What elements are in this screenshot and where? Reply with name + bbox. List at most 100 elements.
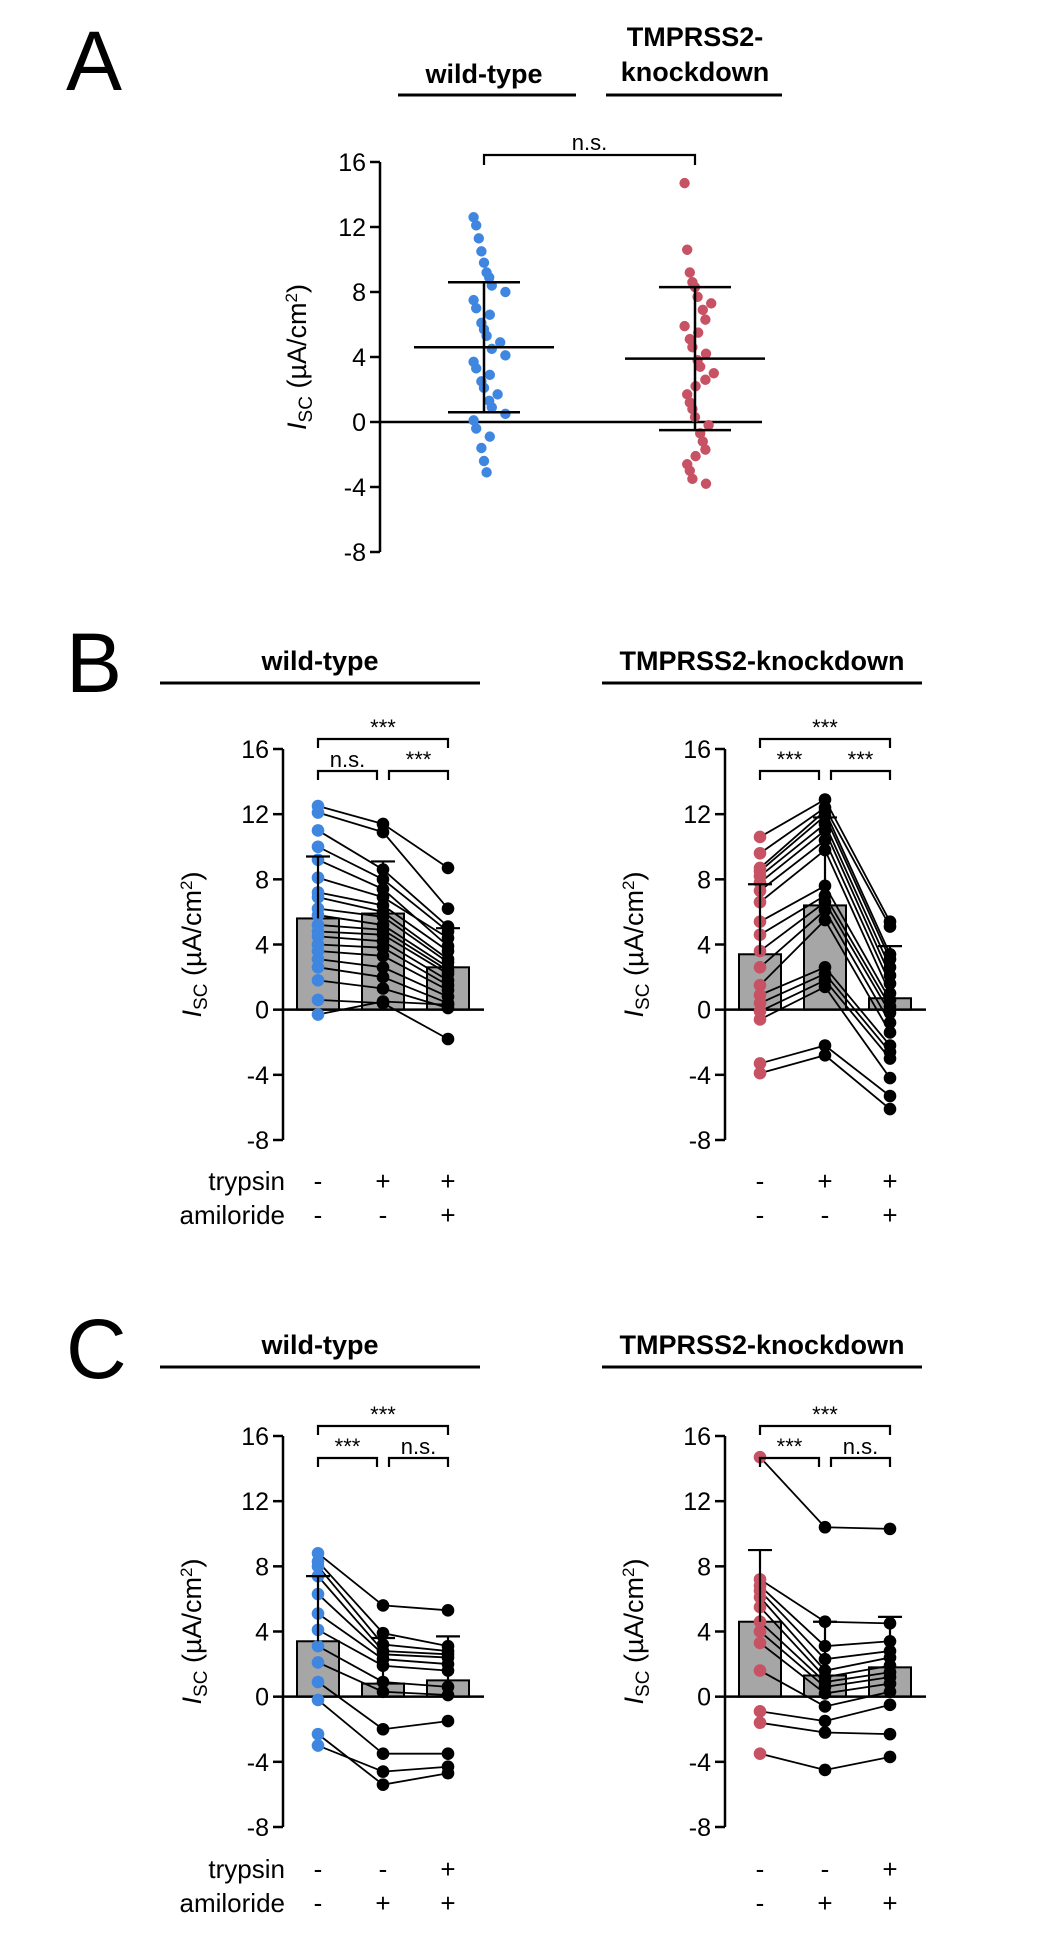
panel-a-data-point <box>481 467 492 478</box>
panel-b-wildtype-data-point <box>376 970 390 984</box>
panel-a-data-point <box>684 267 695 278</box>
panel-a-data-point <box>682 389 693 400</box>
panel-b-wildtype-y-tick-label: -4 <box>247 1062 269 1090</box>
panel-a-data-point <box>484 272 495 283</box>
panel-b-knockdown-y-tick-label: -8 <box>689 1127 711 1155</box>
panel-c-knockdown-data-point <box>753 1705 767 1718</box>
panel-a-knockdown-header-line2: knockdown <box>621 57 770 87</box>
panel-a-data-point <box>695 361 706 372</box>
panel-a-data-point <box>687 473 698 485</box>
panel-b-letter: B <box>66 616 122 710</box>
panel-a-data-point <box>684 333 695 345</box>
panel-b-wildtype-y-axis-label: ISC (µA/cm2) <box>177 872 212 1018</box>
panel-b-knockdown-significance-bracket <box>758 769 821 780</box>
panel-b-knockdown-y-tick-label: 12 <box>683 801 711 829</box>
panel-c-knockdown-data-point <box>753 1664 767 1677</box>
panel-c-knockdown-significance-bracket <box>758 1424 892 1435</box>
panel-c-knockdown-paired-line <box>759 1456 891 1530</box>
panel-b-wildtype-y-tick-label: -8 <box>247 1127 269 1155</box>
panel-b-wildtype-significance-label: *** <box>370 715 396 740</box>
panel-c-wildtype-y-tick-label: 4 <box>255 1619 269 1647</box>
panel-a-significance-label: n.s. <box>572 130 607 155</box>
panel-b-knockdown-y-tick-label: 0 <box>697 997 711 1025</box>
panel-a-data-point <box>700 374 711 385</box>
panel-c-wildtype-data-point <box>311 1727 325 1741</box>
panel-a-data-point <box>473 233 484 244</box>
panel-b-amiloride-label: amiloride <box>180 1200 286 1230</box>
panel-b-knockdown-y-axis-label: ISC (µA/cm2) <box>619 872 654 1018</box>
panel-c-knockdown-y-tick-label: -8 <box>689 1814 711 1842</box>
panel-b-wildtype-data-point <box>311 974 325 987</box>
panel-b-knockdown-data-point <box>883 1006 897 1020</box>
panel-a-data-point <box>500 350 511 361</box>
panel-a-y-tick-label: -4 <box>344 474 366 502</box>
panel-b-knockdown-data-point <box>818 980 832 994</box>
panel-a-data-point <box>500 408 511 420</box>
panel-c-kd-trypsin-3: + <box>882 1854 897 1884</box>
panel-b-knockdown-data-point <box>753 846 767 860</box>
panel-c-wildtype-data-point <box>441 1688 455 1702</box>
panel-c-knockdown-data-point <box>883 1685 897 1699</box>
panel-b-knockdown-data-point <box>818 903 832 917</box>
panel-b-wildtype-significance-label: *** <box>406 747 432 772</box>
panel-c-knockdown-data-point <box>753 1716 767 1730</box>
panel-a-letter: A <box>66 14 122 108</box>
panel-c-letter: C <box>66 1302 127 1396</box>
panel-a-data-point <box>703 420 714 431</box>
panel-b-knockdown-data-point <box>883 1026 897 1039</box>
panel-b-wt-trypsin-1: - <box>314 1166 323 1196</box>
panel-b-knockdown-paired-line <box>759 1054 891 1110</box>
panel-b-wt-amiloride-2: - <box>379 1200 388 1230</box>
panel-a-data-point <box>700 348 712 359</box>
panel-b-wildtype-y-tick-label: 16 <box>241 736 269 764</box>
panel-b-knockdown-significance-label: *** <box>848 747 874 772</box>
panel-c-wildtype-data-point <box>441 1714 455 1728</box>
panel-c-wildtype-data-point <box>311 1693 325 1707</box>
panel-b-knockdown-data-point <box>818 913 832 927</box>
panel-b-kd-trypsin-3: + <box>882 1166 897 1196</box>
panel-c-knockdown-data-point <box>818 1700 832 1713</box>
panel-c-wt-trypsin-3: + <box>440 1854 455 1884</box>
panel-b-knockdown-data-point <box>818 1048 832 1062</box>
panel-b-wt-amiloride-3: + <box>440 1200 455 1230</box>
panel-b-wildtype-significance-bracket <box>316 769 379 780</box>
panel-a-data-point <box>486 343 497 355</box>
panel-c-kd-amiloride-3: + <box>882 1888 897 1918</box>
panel-a-y-tick-label: 12 <box>338 214 366 242</box>
panel-c-knockdown-data-point <box>818 1520 832 1534</box>
panel-b-wildtype-data-point <box>376 961 390 974</box>
panel-c-wildtype-y-tick-label: 12 <box>241 1488 269 1516</box>
panel-b-wildtype-significance-bracket <box>387 769 450 780</box>
panel-c-wildtype-data-point <box>311 1739 325 1752</box>
panel-c-wildtype-data-point <box>376 1765 390 1778</box>
panel-b-wildtype-data-point <box>311 993 325 1007</box>
panel-c-wildtype-data-point <box>376 1722 390 1736</box>
panel-c-knockdown-significance-label: *** <box>812 1402 838 1427</box>
panel-c-kd-trypsin-2: - <box>821 1854 830 1884</box>
panel-b-wildtype-significance-bracket <box>316 737 450 748</box>
panel-b-wt-trypsin-3: + <box>440 1166 455 1196</box>
panel-b-knockdown-data-point <box>883 1071 897 1085</box>
panel-b-knockdown-y-tick-label: -4 <box>689 1062 711 1090</box>
panel-a-data-point <box>471 220 482 231</box>
panel-c-wildtype-y-tick-label: -4 <box>247 1749 269 1777</box>
panel-c-knockdown-data-point <box>883 1522 897 1536</box>
panel-c-knockdown-significance-label: *** <box>777 1434 803 1459</box>
panel-c-knockdown-data-point <box>753 1636 767 1650</box>
panel-c-kd-trypsin-1: - <box>756 1854 765 1884</box>
panel-c-wildtype-data-point <box>376 1747 390 1760</box>
panel-a-data-point <box>708 368 719 379</box>
panel-c-knockdown-data-point <box>883 1698 897 1712</box>
panel-c-wt-trypsin-2: - <box>379 1854 388 1884</box>
panel-b-wildtype-data-point <box>311 1008 325 1021</box>
panel-b-wildtype-data-point <box>441 902 455 915</box>
panel-c-wildtype-data-point <box>376 1685 390 1699</box>
panel-b-kd-amiloride-1: - <box>756 1200 765 1230</box>
panel-b-knockdown-chart: -8 -4 0 4 8 12 16 ISC (µA/cm2) *** *** *** <box>619 715 926 1155</box>
panel-b-wildtype-data-point <box>376 949 390 963</box>
panel-c-knockdown-data-point <box>753 1747 767 1760</box>
panel-a-data-point <box>697 304 708 316</box>
panel-c-knockdown-data-point <box>818 1714 832 1728</box>
